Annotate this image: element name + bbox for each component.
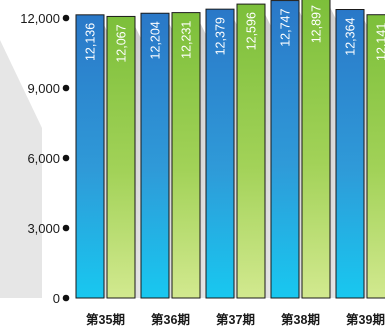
bar-value-label-1-1: 12,231	[180, 21, 194, 59]
bar-value-label-0-0: 12,136	[84, 23, 98, 61]
y-tick-dot-4	[63, 15, 70, 22]
bar-value-label-1-3: 12,897	[310, 5, 324, 43]
bar-value-label-1-2: 12,596	[245, 12, 259, 50]
x-tick-label-0: 第35期	[86, 312, 125, 327]
x-tick-label-1: 第36期	[151, 312, 190, 327]
y-tick-label-2: 6,000	[27, 151, 60, 166]
y-tick-dot-0	[63, 295, 70, 302]
bar-value-label-1-4: 12,141	[375, 23, 385, 61]
y-tick-label-4: 12,000	[20, 11, 60, 26]
bar-series-1-第38期	[302, 0, 330, 298]
background-decoration	[0, 40, 42, 298]
decor-band	[0, 40, 42, 298]
y-tick-label-3: 9,000	[27, 81, 60, 96]
bar-value-label-0-1: 12,204	[149, 21, 163, 59]
bar-value-label-0-2: 12,379	[214, 17, 228, 55]
bar-value-label-0-3: 12,747	[279, 9, 293, 47]
x-tick-label-2: 第37期	[216, 312, 255, 327]
y-tick-label-1: 3,000	[27, 221, 60, 236]
bar-value-label-0-4: 12,364	[344, 17, 358, 55]
y-tick-dot-3	[63, 85, 70, 92]
x-axis: 第35期 第36期 第37期 第38期 第39期	[86, 312, 385, 327]
bar-value-label-1-0: 12,067	[115, 24, 129, 62]
y-tick-dot-2	[63, 155, 70, 162]
x-tick-label-3: 第38期	[281, 312, 320, 327]
y-tick-label-0: 0	[53, 291, 60, 306]
x-tick-label-4: 第39期	[346, 312, 385, 327]
y-tick-dot-1	[63, 225, 70, 232]
